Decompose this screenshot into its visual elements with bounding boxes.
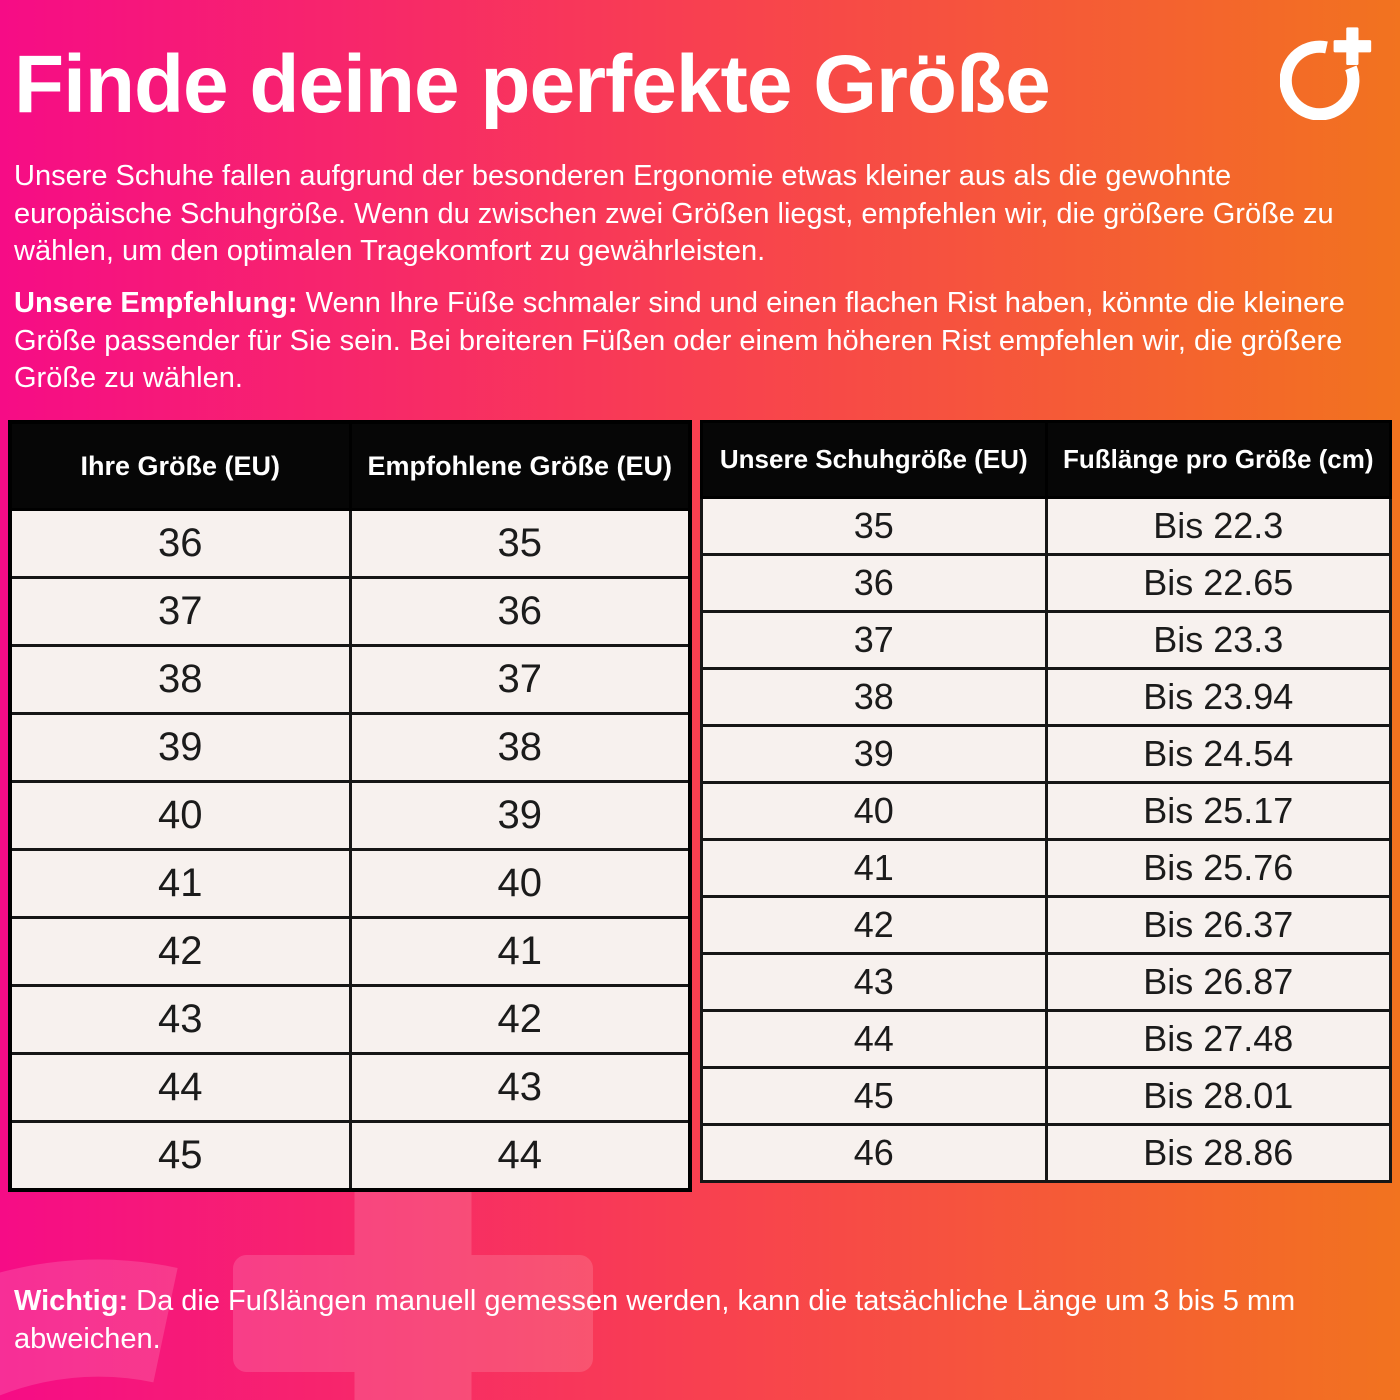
table-cell: Bis 27.48 bbox=[1044, 1009, 1392, 1069]
recommendation-body: Wenn Ihre Füße schmaler sind und einen f… bbox=[14, 287, 1345, 395]
table-cell: 36 bbox=[700, 553, 1048, 613]
table-cell: 39 bbox=[700, 724, 1048, 784]
table-row: 45 44 bbox=[8, 1120, 692, 1192]
table-row: 42 41 bbox=[8, 916, 692, 987]
table-row: 38 Bis 23.94 bbox=[700, 667, 1392, 727]
table-cell: Bis 24.54 bbox=[1044, 724, 1392, 784]
table-cell: Bis 26.87 bbox=[1044, 952, 1392, 1012]
table-cell: Bis 28.86 bbox=[1044, 1123, 1392, 1183]
column-header-your-size: Ihre Größe (EU) bbox=[8, 420, 352, 511]
table-row: 46 Bis 28.86 bbox=[700, 1123, 1392, 1183]
circle-plus-logo-icon bbox=[1280, 27, 1372, 120]
recommendation-label: Unsere Empfehlung: bbox=[14, 287, 298, 319]
table-cell: 40 bbox=[700, 781, 1048, 841]
table-cell: 43 bbox=[8, 984, 352, 1055]
table-cell: 37 bbox=[700, 610, 1048, 670]
foot-length-table: Unsere Schuhgröße (EU) Fußlänge pro Größ… bbox=[700, 420, 1392, 1183]
table-cell: 38 bbox=[348, 712, 692, 783]
table-row: 35 Bis 22.3 bbox=[700, 496, 1392, 556]
table-cell: Bis 25.76 bbox=[1044, 838, 1392, 898]
table-cell: 39 bbox=[348, 780, 692, 851]
column-header-our-size: Unsere Schuhgröße (EU) bbox=[700, 420, 1048, 499]
table-cell: 44 bbox=[8, 1052, 352, 1123]
table-cell: 35 bbox=[700, 496, 1048, 556]
table-row: 39 38 bbox=[8, 712, 692, 783]
table-cell: 40 bbox=[8, 780, 352, 851]
table-cell: 46 bbox=[700, 1123, 1048, 1183]
table-cell: Bis 25.17 bbox=[1044, 781, 1392, 841]
table-row: 39 Bis 24.54 bbox=[700, 724, 1392, 784]
table-cell: 41 bbox=[348, 916, 692, 987]
size-conversion-table: Ihre Größe (EU) Empfohlene Größe (EU) 36… bbox=[8, 420, 692, 1192]
table-row: 44 43 bbox=[8, 1052, 692, 1123]
table-cell: 37 bbox=[8, 576, 352, 647]
table-cell: 38 bbox=[700, 667, 1048, 727]
table-row: 45 Bis 28.01 bbox=[700, 1066, 1392, 1126]
table-cell: 41 bbox=[8, 848, 352, 919]
recommendation-text: Unsere Empfehlung: Wenn Ihre Füße schmal… bbox=[14, 285, 1386, 398]
table-row: 42 Bis 26.37 bbox=[700, 895, 1392, 955]
table-row: 40 39 bbox=[8, 780, 692, 851]
table-header-row: Ihre Größe (EU) Empfohlene Größe (EU) bbox=[8, 420, 692, 511]
table-cell: 38 bbox=[8, 644, 352, 715]
table-cell: Bis 26.37 bbox=[1044, 895, 1392, 955]
table-cell: 43 bbox=[348, 1052, 692, 1123]
table-cell: Bis 22.65 bbox=[1044, 553, 1392, 613]
column-header-recommended-size: Empfohlene Größe (EU) bbox=[348, 420, 692, 511]
table-row: 44 Bis 27.48 bbox=[700, 1009, 1392, 1069]
table-cell: 44 bbox=[700, 1009, 1048, 1069]
table-cell: Bis 22.3 bbox=[1044, 496, 1392, 556]
table-cell: 37 bbox=[348, 644, 692, 715]
table-cell: 42 bbox=[348, 984, 692, 1055]
column-header-foot-length: Fußlänge pro Größe (cm) bbox=[1044, 420, 1392, 499]
table-cell: 42 bbox=[700, 895, 1048, 955]
table-cell: 43 bbox=[700, 952, 1048, 1012]
table-cell: 36 bbox=[8, 508, 352, 579]
intro-text: Unsere Schuhe fallen aufgrund der besond… bbox=[14, 160, 1334, 268]
table-cell: 42 bbox=[8, 916, 352, 987]
page-title: Finde deine perfekte Größe bbox=[14, 39, 1051, 130]
table-cell: 41 bbox=[700, 838, 1048, 898]
table-row: 43 42 bbox=[8, 984, 692, 1055]
table-cell: 45 bbox=[8, 1120, 352, 1192]
table-cell: 35 bbox=[348, 508, 692, 579]
table-row: 38 37 bbox=[8, 644, 692, 715]
table-cell: Bis 28.01 bbox=[1044, 1066, 1392, 1126]
table-row: 41 Bis 25.76 bbox=[700, 838, 1392, 898]
table-row: 36 Bis 22.65 bbox=[700, 553, 1392, 613]
table-cell: 44 bbox=[348, 1120, 692, 1192]
table-cell: 39 bbox=[8, 712, 352, 783]
important-note: Wichtig: Da die Fußlängen manuell gemess… bbox=[14, 1283, 1354, 1358]
table-cell: Bis 23.94 bbox=[1044, 667, 1392, 727]
table-cell: 45 bbox=[700, 1066, 1048, 1126]
table-header-row: Unsere Schuhgröße (EU) Fußlänge pro Größ… bbox=[700, 420, 1392, 499]
table-row: 40 Bis 25.17 bbox=[700, 781, 1392, 841]
note-label: Wichtig: bbox=[14, 1285, 129, 1317]
table-row: 41 40 bbox=[8, 848, 692, 919]
table-cell: 40 bbox=[348, 848, 692, 919]
table-row: 43 Bis 26.87 bbox=[700, 952, 1392, 1012]
table-row: 36 35 bbox=[8, 508, 692, 579]
table-row: 37 36 bbox=[8, 576, 692, 647]
table-row: 37 Bis 23.3 bbox=[700, 610, 1392, 670]
note-body: Da die Fußlängen manuell gemessen werden… bbox=[14, 1285, 1296, 1355]
table-cell: Bis 23.3 bbox=[1044, 610, 1392, 670]
table-cell: 36 bbox=[348, 576, 692, 647]
